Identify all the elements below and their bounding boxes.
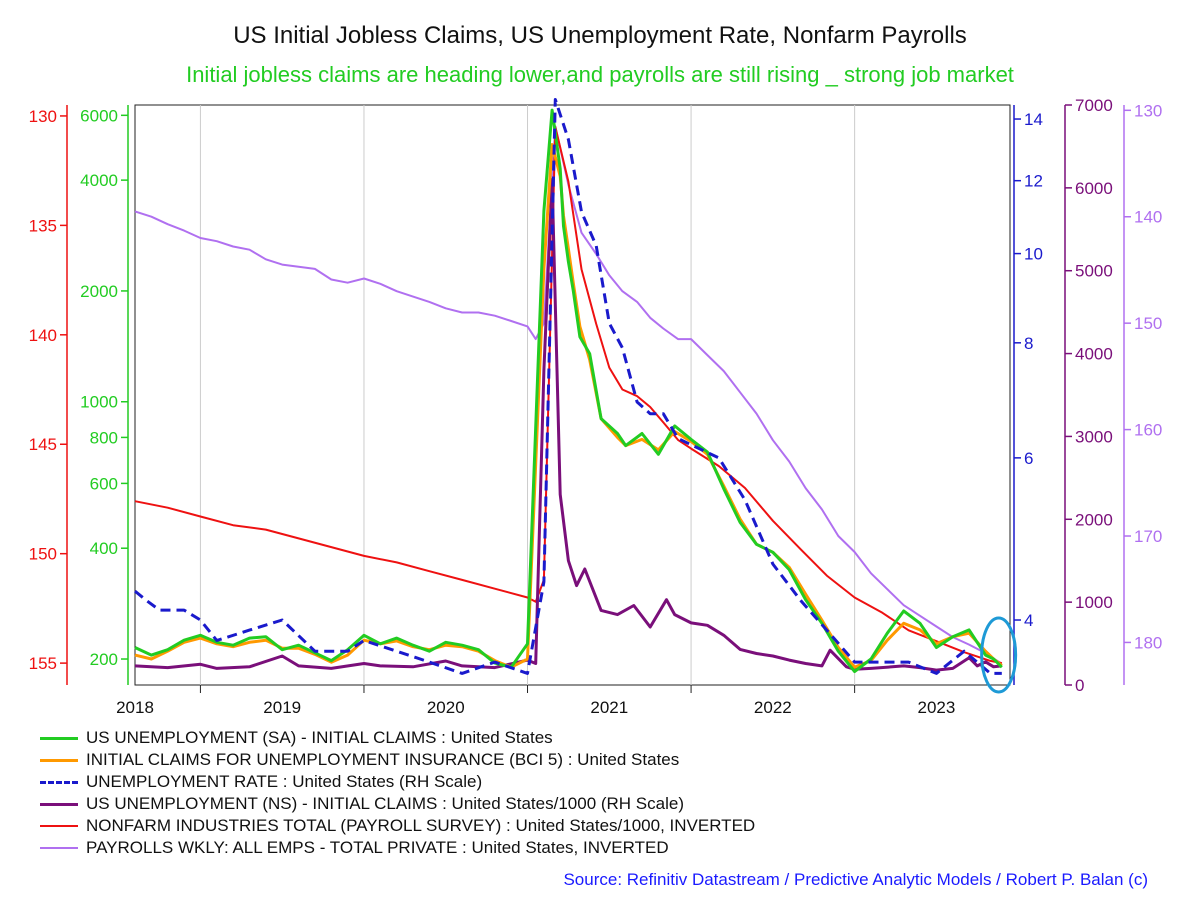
x-tick-label: 2022 (754, 698, 792, 717)
nonfarm-payrolls-line (134, 125, 1002, 665)
payrolls_inverted-tick-label: 150 (29, 545, 57, 564)
private_wkly_inverted-tick-label: 170 (1134, 527, 1162, 546)
unemployment_rate-tick-label: 14 (1024, 110, 1043, 129)
private_wkly_inverted-tick-label: 140 (1134, 208, 1162, 227)
x-tick-label: 2020 (427, 698, 465, 717)
payrolls_inverted-tick-label: 135 (29, 216, 57, 235)
claims_ns_1000-tick-label: 2000 (1075, 510, 1113, 529)
legend-swatch (40, 758, 78, 762)
claims_log-tick-label: 600 (90, 474, 118, 493)
legend-swatch (40, 736, 78, 740)
legend-swatch (40, 780, 78, 784)
legend-label: PAYROLLS WKLY: ALL EMPS - TOTAL PRIVATE … (86, 838, 669, 857)
claims-sa-line (134, 108, 1003, 673)
unemployment-rate-line (134, 98, 1002, 675)
x-tick-label: 2021 (590, 698, 628, 717)
claims_log-tick-label: 400 (90, 539, 118, 558)
payrolls_inverted-tick-label: 145 (29, 435, 57, 454)
legend-label: UNEMPLOYMENT RATE : United States (RH Sc… (86, 772, 483, 791)
private-payrolls-line (134, 125, 1003, 665)
private_wkly_inverted-tick-label: 130 (1134, 101, 1162, 120)
payrolls_inverted-tick-label: 130 (29, 107, 57, 126)
claims_log-tick-label: 4000 (80, 171, 118, 190)
source-note: Source: Refinitiv Datastream / Predictiv… (563, 870, 1148, 889)
unemployment_rate-tick-label: 10 (1024, 245, 1043, 264)
plot-frame (134, 104, 1011, 686)
chart-legend: US UNEMPLOYMENT (SA) - INITIAL CLAIMS : … (40, 727, 755, 859)
claims_log-tick-label: 2000 (80, 282, 118, 301)
claims_log-tick-label: 800 (90, 428, 118, 447)
claims-bci-line (134, 143, 1003, 669)
x-tick-label: 2019 (263, 698, 301, 717)
legend-swatch (40, 825, 78, 827)
unemployment_rate-tick-label: 12 (1024, 172, 1043, 191)
claims_ns_1000-tick-label: 1000 (1075, 593, 1113, 612)
claims_ns_1000-tick-label: 7000 (1075, 96, 1113, 115)
unemployment_rate-tick-label: 4 (1024, 611, 1033, 630)
claims_log-tick-label: 6000 (80, 106, 118, 125)
unemployment_rate-tick-label: 8 (1024, 334, 1033, 353)
claims-ns-line (134, 178, 1002, 672)
claims_ns_1000-tick-label: 0 (1075, 676, 1084, 695)
claims_log-tick-label: 1000 (80, 393, 118, 412)
payrolls_inverted-tick-label: 140 (29, 326, 57, 345)
legend-claims-bci: INITIAL CLAIMS FOR UNEMPLOYMENT INSURANC… (40, 749, 755, 771)
legend-label: NONFARM INDUSTRIES TOTAL (PAYROLL SURVEY… (86, 816, 756, 835)
claims_ns_1000-tick-label: 5000 (1075, 262, 1113, 281)
legend-label: US UNEMPLOYMENT (SA) - INITIAL CLAIMS : … (86, 728, 553, 747)
legend-nonfarm-payrolls: NONFARM INDUSTRIES TOTAL (PAYROLL SURVEY… (40, 815, 755, 837)
chart-subtitle: Initial jobless claims are heading lower… (186, 62, 1014, 87)
x-tick-label: 2018 (116, 698, 154, 717)
legend-swatch (40, 802, 78, 806)
legend-label: US UNEMPLOYMENT (NS) - INITIAL CLAIMS : … (86, 794, 684, 813)
legend-private-payrolls: PAYROLLS WKLY: ALL EMPS - TOTAL PRIVATE … (40, 837, 755, 859)
legend-label: INITIAL CLAIMS FOR UNEMPLOYMENT INSURANC… (86, 750, 680, 769)
x-tick-label: 2023 (917, 698, 955, 717)
legend-unemployment-rate: UNEMPLOYMENT RATE : United States (RH Sc… (40, 771, 755, 793)
private_wkly_inverted-tick-label: 150 (1134, 314, 1162, 333)
claims_ns_1000-tick-label: 4000 (1075, 345, 1113, 364)
payrolls_inverted-tick-label: 155 (29, 654, 57, 673)
highlight-ellipse (980, 616, 1018, 694)
claims_log-tick-label: 200 (90, 650, 118, 669)
private_wkly_inverted-tick-label: 180 (1134, 633, 1162, 652)
chart-title: US Initial Jobless Claims, US Unemployme… (233, 22, 967, 49)
claims_ns_1000-tick-label: 3000 (1075, 427, 1113, 446)
claims_ns_1000-tick-label: 6000 (1075, 179, 1113, 198)
unemployment_rate-tick-label: 6 (1024, 449, 1033, 468)
legend-claims-sa: US UNEMPLOYMENT (SA) - INITIAL CLAIMS : … (40, 727, 755, 749)
legend-claims-ns: US UNEMPLOYMENT (NS) - INITIAL CLAIMS : … (40, 793, 755, 815)
private_wkly_inverted-tick-label: 160 (1134, 421, 1162, 440)
legend-swatch (40, 847, 78, 849)
